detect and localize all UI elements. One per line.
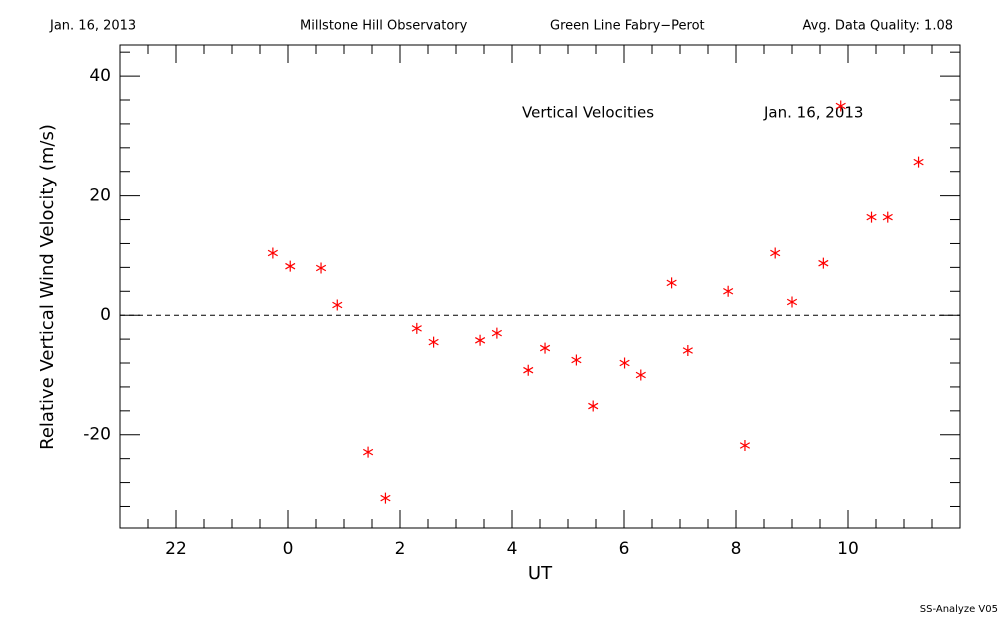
data-point	[285, 260, 296, 272]
data-point	[723, 285, 734, 297]
y-tick-label: 40	[89, 66, 111, 86]
data-point	[428, 336, 439, 348]
x-tick-label: 2	[395, 539, 406, 559]
header-instrument: Green Line Fabry−Perot	[550, 19, 705, 34]
data-point	[523, 364, 534, 376]
data-point	[666, 277, 677, 289]
data-point	[411, 322, 422, 334]
header-quality: Avg. Data Quality: 1.08	[803, 19, 953, 34]
data-point	[571, 354, 582, 366]
header-observatory: Millstone Hill Observatory	[300, 19, 468, 34]
data-point	[835, 100, 846, 112]
data-point	[588, 400, 599, 412]
data-point	[474, 334, 486, 346]
data-point	[913, 156, 924, 168]
footer: SS-Analyze V05	[920, 604, 998, 615]
header-date: Jan. 16, 2013	[49, 19, 136, 34]
data-point	[315, 262, 327, 274]
data-point	[786, 296, 798, 308]
y-tick-label: 0	[100, 305, 111, 325]
annotation: Jan. 16, 2013	[763, 104, 863, 122]
x-tick-label: 10	[837, 539, 859, 559]
data-point	[491, 327, 502, 339]
data-point	[739, 440, 751, 452]
data-point	[539, 342, 551, 354]
data-point	[635, 369, 646, 381]
data-point	[770, 247, 781, 259]
data-point	[818, 257, 829, 269]
data-point	[332, 299, 343, 311]
data-point	[619, 357, 630, 369]
x-tick-label: 6	[619, 539, 630, 559]
y-tick-label: 20	[89, 186, 111, 206]
y-tick-label: -20	[83, 425, 111, 445]
x-tick-label: 4	[507, 539, 518, 559]
x-tick-label: 8	[731, 539, 742, 559]
data-point	[380, 492, 391, 504]
x-tick-label: 22	[165, 539, 187, 559]
x-axis-label: UT	[528, 563, 553, 584]
data-point	[267, 247, 278, 259]
data-point	[682, 344, 693, 356]
y-axis-label: Relative Vertical Wind Velocity (m/s)	[37, 124, 58, 450]
x-tick-label: 0	[283, 539, 294, 559]
data-point	[882, 211, 893, 223]
annotation: Vertical Velocities	[522, 104, 654, 122]
data-point	[866, 211, 877, 223]
data-point	[362, 446, 374, 458]
